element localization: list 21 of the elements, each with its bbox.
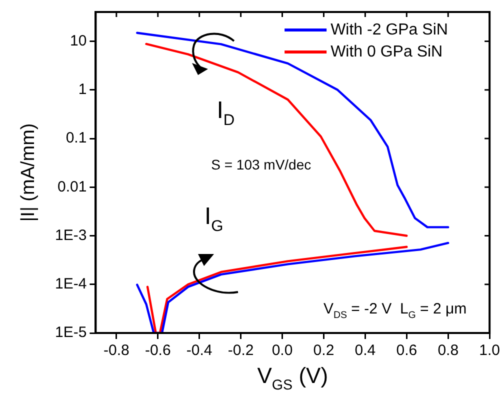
legend-label: With 0 GPa SiN [330,43,443,60]
x-tick-label: 0.4 [354,342,376,360]
x-tick-label: 0.8 [438,342,459,360]
x-tick-label: -0.2 [228,342,254,360]
y-tick-label: 1 [78,81,87,98]
y-tick-label: 10 [70,32,87,50]
x-tick-label: -0.6 [144,342,171,360]
x-tick-label: -0.8 [103,342,130,360]
x-tick-label: 0.2 [313,342,334,360]
x-tick-label: 1.0 [479,342,500,360]
y-tick-label: 0.1 [66,130,87,147]
y-tick-label: 1E-5 [54,324,87,342]
y-tick-label: 1E-4 [54,276,87,293]
y-axis-title: |I| (mA/mm) [18,123,39,222]
x-tick-label: -0.4 [186,342,212,360]
y-tick-label: 0.01 [57,178,87,196]
x-tick-label: 0.6 [396,342,418,360]
x-tick-label: 0.0 [272,342,293,360]
legend-label: With -2 GPa SiN [330,21,448,38]
annotation: S = 103 mV/dec [211,156,312,172]
y-tick-label: 1E-3 [54,226,87,244]
